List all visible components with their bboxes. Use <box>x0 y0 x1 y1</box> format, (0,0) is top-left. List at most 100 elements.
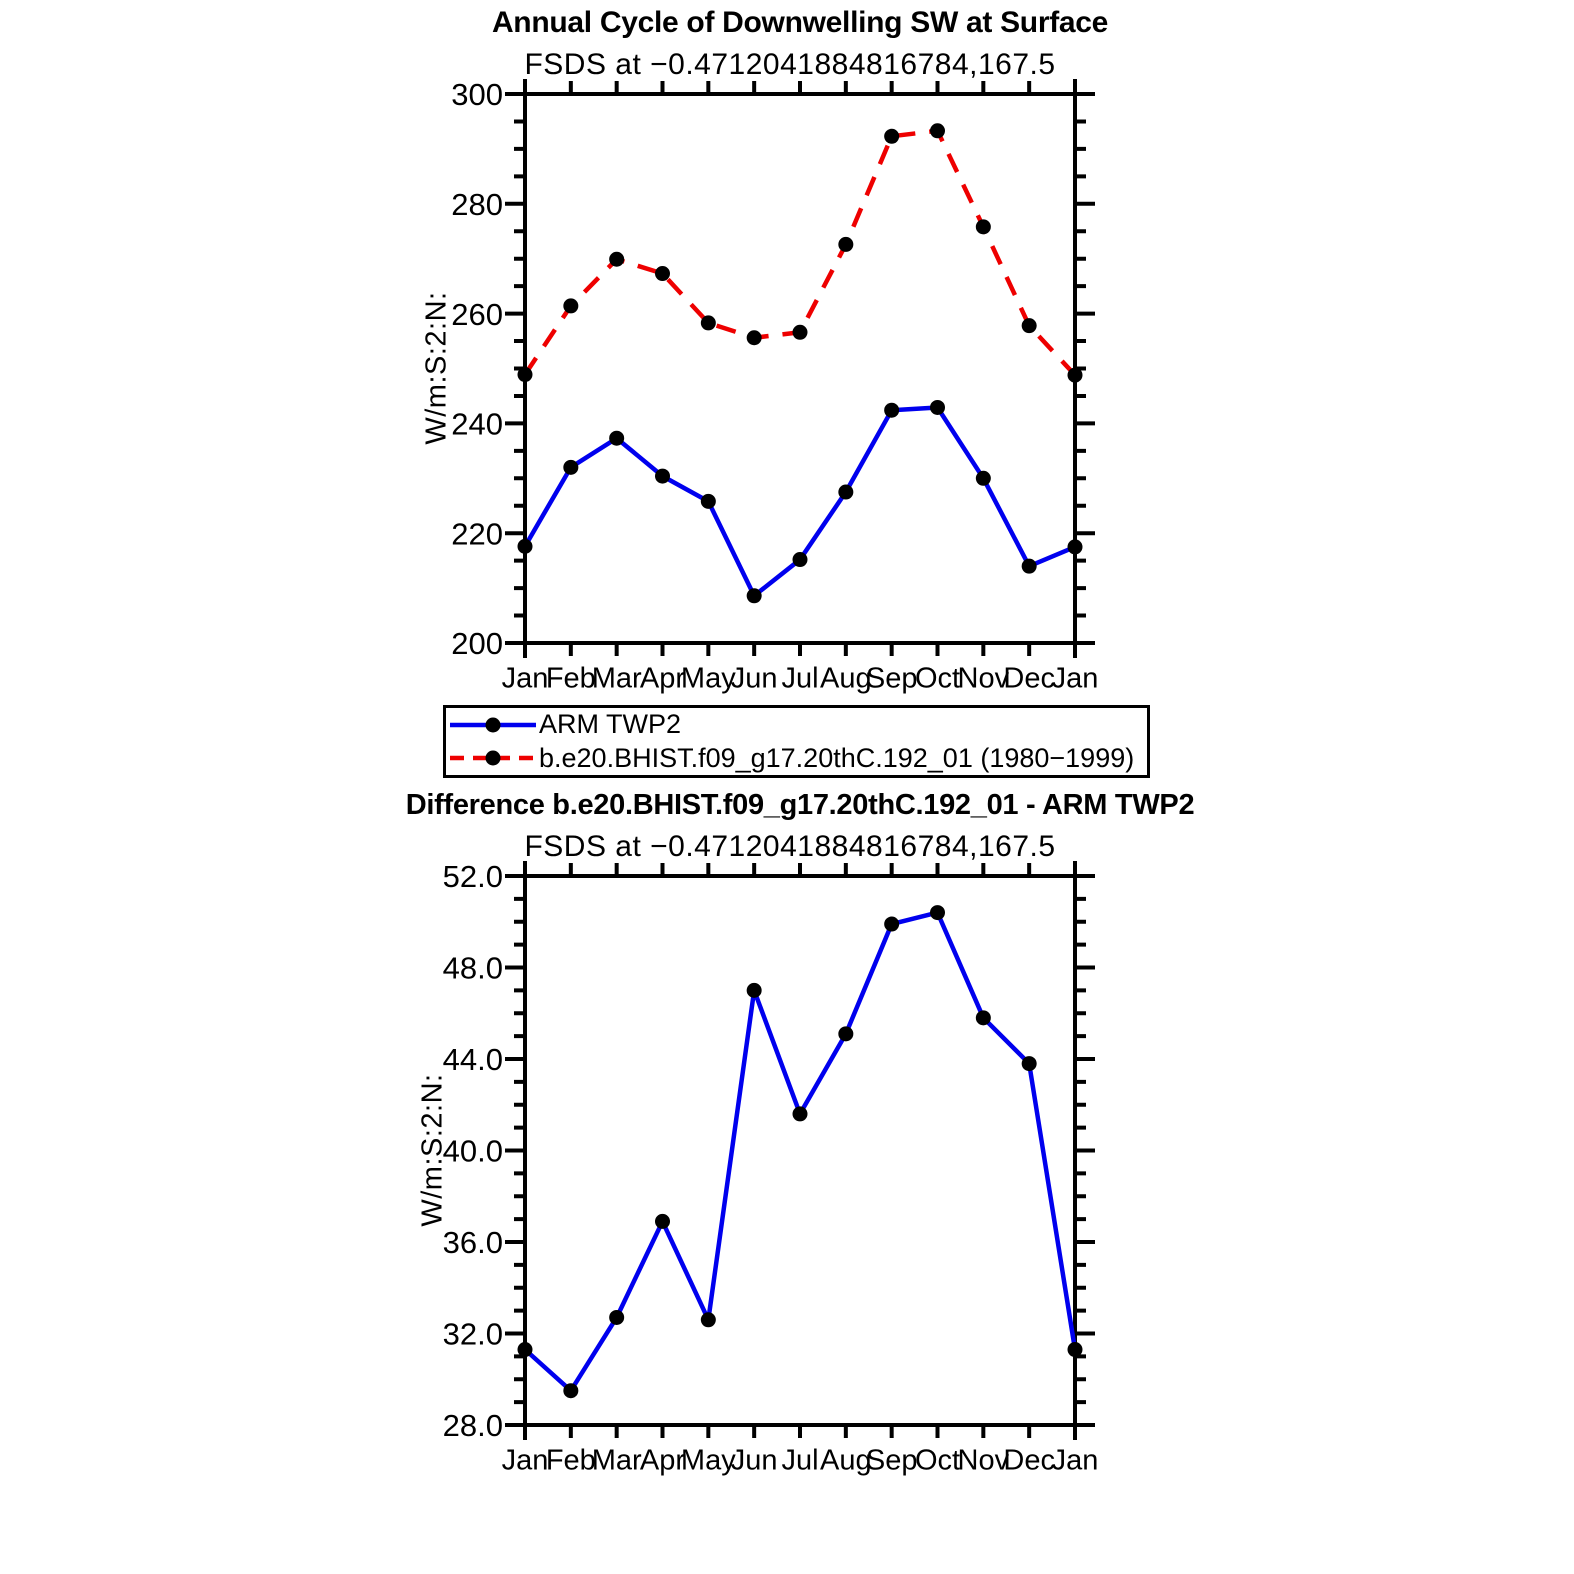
axes <box>505 79 1095 658</box>
data-point-marker <box>563 1383 579 1399</box>
data-point-marker <box>884 402 900 418</box>
y-tick-label: 32.0 <box>443 1317 503 1352</box>
data-point-marker <box>930 905 945 921</box>
y-tick-label: 240 <box>451 407 503 442</box>
x-tick-label: Aug <box>820 1444 872 1476</box>
x-tick-label: Sep <box>866 1444 918 1476</box>
data-point-marker <box>700 493 716 509</box>
x-tick-label: Jan <box>502 1444 549 1476</box>
legend-line-sample-dashed <box>450 750 536 766</box>
data-point-marker <box>517 538 533 554</box>
x-tick-label: Jul <box>781 662 818 694</box>
x-tick-label: Nov <box>958 662 1010 694</box>
series-markers <box>517 123 1083 383</box>
y-tick-label: 44.0 <box>443 1042 503 1077</box>
y-tick-label: 280 <box>451 187 503 222</box>
legend-sample-marker <box>485 717 501 733</box>
data-point-marker <box>609 1309 625 1325</box>
data-point-marker <box>655 468 670 484</box>
y-tick-label: 260 <box>451 297 503 332</box>
data-point-marker <box>563 298 579 314</box>
series-markers <box>517 905 1083 1399</box>
x-tick-label: May <box>681 1444 736 1476</box>
y-tick-label: 300 <box>451 77 503 112</box>
legend: ARM TWP2 b.e20.BHIST.f09_g17.20thC.192_0… <box>443 705 1150 778</box>
data-point-marker <box>792 324 808 340</box>
data-point-marker <box>1021 558 1037 574</box>
data-point-marker <box>1021 1056 1037 1072</box>
series-line <box>523 910 1078 1393</box>
data-point-marker <box>884 916 900 932</box>
legend-sample-marker <box>485 750 501 766</box>
x-tick-label: Nov <box>958 1444 1010 1476</box>
axes <box>505 861 1095 1440</box>
legend-item-obs: ARM TWP2 <box>446 708 1147 741</box>
x-tick-label: Apr <box>640 662 685 694</box>
data-point-marker <box>746 982 762 998</box>
x-tick-label: May <box>681 662 736 694</box>
data-point-marker <box>655 266 670 282</box>
data-point-marker <box>1067 1342 1083 1358</box>
x-tick-label: Aug <box>820 662 872 694</box>
series-markers <box>517 399 1083 604</box>
data-point-marker <box>975 1010 991 1026</box>
data-point-marker <box>884 128 900 144</box>
data-point-marker <box>746 330 762 346</box>
x-tick-label: Dec <box>1003 1444 1055 1476</box>
data-point-marker <box>563 459 579 475</box>
data-point-marker <box>609 251 625 267</box>
x-tick-label: Jul <box>781 1444 818 1476</box>
x-tick-label: Feb <box>546 1444 596 1476</box>
tick-labels: 28.032.036.040.044.048.052.0JanFebMarApr… <box>443 859 1099 1476</box>
data-point-marker <box>609 430 625 446</box>
y-tick-label: 52.0 <box>443 859 503 894</box>
y-tick-label: 200 <box>451 626 503 661</box>
x-tick-label: Jun <box>731 1444 778 1476</box>
x-tick-label: Dec <box>1003 662 1055 694</box>
x-tick-label: Jan <box>1052 1444 1099 1476</box>
x-tick-label: Jan <box>1052 662 1099 694</box>
x-tick-label: Mar <box>592 1444 642 1476</box>
y-tick-label: 36.0 <box>443 1225 503 1260</box>
data-point-marker <box>655 1213 670 1229</box>
y-tick-label: 48.0 <box>443 951 503 986</box>
x-tick-label: Jan <box>502 662 549 694</box>
legend-line-sample-solid <box>450 717 536 733</box>
legend-item-label: ARM TWP2 <box>539 709 682 740</box>
data-point-marker <box>1021 318 1037 334</box>
legend-item-model: b.e20.BHIST.f09_g17.20thC.192_01 (1980−1… <box>446 742 1147 775</box>
data-point-marker <box>838 1026 854 1042</box>
data-point-marker <box>700 315 716 331</box>
data-point-marker <box>1067 539 1083 555</box>
data-point-marker <box>792 552 808 568</box>
data-point-marker <box>838 236 854 252</box>
data-point-marker <box>975 219 991 235</box>
y-tick-label: 28.0 <box>443 1408 503 1443</box>
x-tick-label: Oct <box>915 1444 960 1476</box>
data-point-marker <box>930 399 945 415</box>
x-tick-label: Sep <box>866 662 918 694</box>
data-point-marker <box>838 484 854 500</box>
x-tick-label: Mar <box>592 662 642 694</box>
data-point-marker <box>792 1106 808 1122</box>
x-tick-label: Jun <box>731 662 778 694</box>
chart2-subtitle: FSDS at −0.4712041884816784,167.5 <box>524 830 1056 863</box>
data-point-marker <box>700 1312 716 1328</box>
y-tick-label: 40.0 <box>443 1134 503 1169</box>
x-tick-label: Feb <box>546 662 596 694</box>
y-tick-label: 220 <box>451 516 503 551</box>
x-tick-label: Apr <box>640 1444 685 1476</box>
data-point-marker <box>975 470 991 486</box>
chart1-subtitle: FSDS at −0.4712041884816784,167.5 <box>524 48 1056 81</box>
data-point-marker <box>517 367 533 383</box>
chart1-title: Annual Cycle of Downwelling SW at Surfac… <box>491 6 1109 39</box>
x-tick-label: Oct <box>915 662 960 694</box>
data-point-marker <box>1067 367 1083 383</box>
legend-item-label: b.e20.BHIST.f09_g17.20thC.192_01 (1980−1… <box>539 742 1135 773</box>
data-point-marker <box>930 123 945 139</box>
data-point-marker <box>746 588 762 604</box>
